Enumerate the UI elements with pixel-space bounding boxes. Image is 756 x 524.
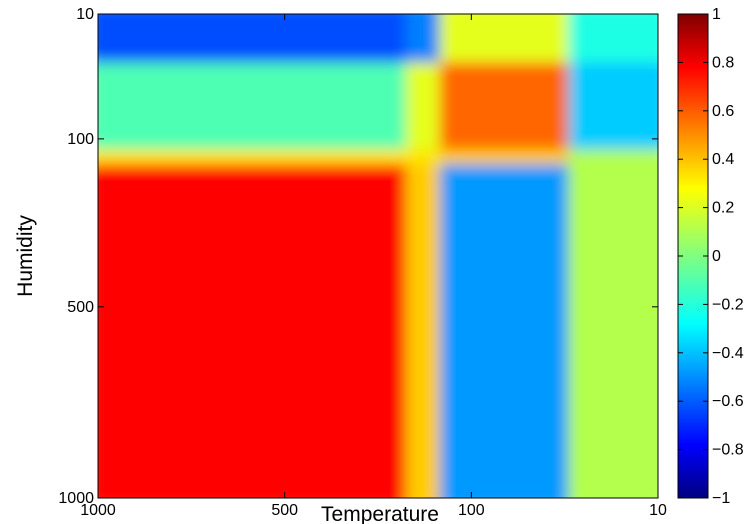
colorbar-tick-label: −0.2 xyxy=(712,296,744,313)
plot-frame xyxy=(97,13,659,499)
heatmap-cell-0-1 xyxy=(406,14,441,63)
colorbar-tick-label: −0.6 xyxy=(712,393,744,410)
colorbar-tick-label: −0.8 xyxy=(712,442,744,459)
colorbar-tick-label: 0.4 xyxy=(712,151,734,168)
x-tick-label: 1000 xyxy=(80,502,116,519)
colorbar-tick-label: −1 xyxy=(712,490,730,507)
heatmap-cell-1-3 xyxy=(568,62,658,151)
heatmap-cell-1-0 xyxy=(98,62,407,151)
colorbar-ticks: 1 0.8 0.6 0.4 0.2 0 −0.2 −0.4 −0.6 −0.8 −1 xyxy=(678,6,744,507)
heatmap-cell-3-2 xyxy=(439,164,569,498)
heatmap-cell-3-1 xyxy=(406,164,441,498)
heatmap-cell-0-2 xyxy=(439,14,569,63)
y-tick-label: 1000 xyxy=(58,490,94,507)
colorbar-tick-label: 0.8 xyxy=(712,54,734,71)
heatmap-cell-2-1 xyxy=(406,149,441,165)
heatmap-cell-1-2 xyxy=(439,62,569,151)
colorbar-tick-label: 0 xyxy=(712,248,721,265)
x-tick-label: 10 xyxy=(649,502,667,519)
heatmap-cell-1-1 xyxy=(406,62,441,151)
y-tick-label: 100 xyxy=(67,131,94,148)
colorbar-tick-label: 0.2 xyxy=(712,200,734,217)
colorbar-tick-label: 1 xyxy=(712,6,721,23)
x-tick-label: 500 xyxy=(271,502,298,519)
heatmap-cell-3-0 xyxy=(98,164,407,498)
y-tick-label: 10 xyxy=(76,6,94,23)
y-axis-title: Humidity xyxy=(14,215,37,297)
colorbar-tick-label: 0.6 xyxy=(712,103,734,120)
heatmap-cell-3-3 xyxy=(568,164,658,498)
x-tick-label: 100 xyxy=(458,502,485,519)
y-tick-label: 500 xyxy=(67,299,94,316)
heatmap-cell-2-3 xyxy=(568,149,658,165)
x-axis: 1000 500 100 10 xyxy=(80,14,667,519)
heatmap-cell-2-2 xyxy=(439,149,569,165)
heatmap-cell-0-3 xyxy=(568,14,658,63)
heatmap-cells xyxy=(98,14,658,498)
heatmap-cell-2-0 xyxy=(98,149,407,165)
colorbar-tick-label: −0.4 xyxy=(712,345,744,362)
heatmap-cell-0-0 xyxy=(98,14,407,63)
y-axis: 10 100 500 1000 xyxy=(58,6,658,507)
x-axis-title: Temperature xyxy=(321,503,439,524)
